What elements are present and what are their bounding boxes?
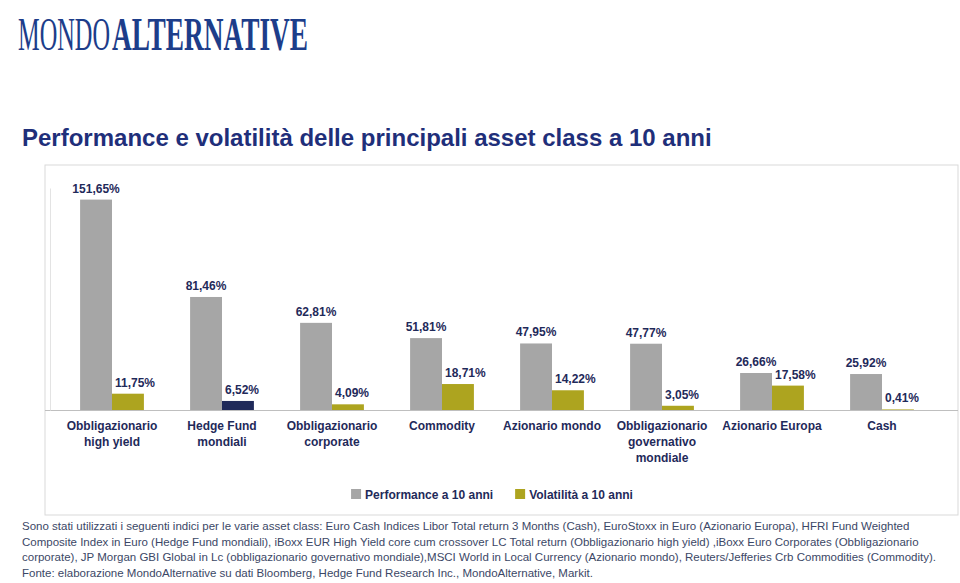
x-tick-label: Hedge Fund mondiali [187,419,256,449]
x-tick: Azionario Europa [722,419,822,433]
data-labels: 151,65% 81,46% 62,81% 51,81% 47,95% 47,77% 26,… [72,182,919,406]
legend-item: Volatilità a 10 anni [515,488,633,502]
data-label: 47,77% [626,326,667,340]
bar [772,386,804,410]
chart-title: Performance e volatilità delle principal… [22,124,712,151]
bar [850,374,882,410]
data-label: 62,81% [296,305,337,319]
bar [332,404,364,410]
x-tick-label-line: corporate [304,435,360,449]
legend-item: Performance a 10 anni [351,488,493,502]
bars [80,200,914,410]
bar [662,406,694,410]
x-tick-label-line: Azionario Europa [722,419,822,433]
data-label: 26,66% [736,355,777,369]
x-tick: Cash [867,419,896,433]
x-tick-label-line: high yield [84,435,140,449]
bar [112,394,144,410]
x-tick-label: Obbligazionario governativo mondiale [617,419,708,465]
bar [80,200,112,410]
footnote-line: corporate), JP Morgan GBI Global in Lc (… [22,551,936,563]
bar [300,323,332,410]
footnote: Sono stati utilizzati i seguenti indici … [22,520,936,563]
bar [442,384,474,410]
x-tick-label: Obbligazionario corporate [287,419,378,449]
x-tick-label: Azionario mondo [503,419,601,433]
bar [552,390,584,410]
x-axis: Obbligazionario high yield Hedge Fund mondi… [45,411,958,466]
legend-label: Volatilità a 10 anni [529,488,633,502]
bar [410,338,442,410]
footnote-line: Composite Index in Euro (Hedge Fund mond… [22,536,919,548]
x-tick: Obbligazionario corporate [287,419,378,449]
bar [630,344,662,410]
data-label: 14,22% [555,372,596,386]
bar [740,373,772,410]
x-tick-label-line: Hedge Fund [187,419,256,433]
x-tick-label-line: Cash [867,419,896,433]
data-label: 0,41% [885,391,919,405]
x-tick-label-line: mondiale [636,451,689,465]
legend-swatch [351,489,361,499]
x-tick: Obbligazionario governativo mondiale [617,419,708,465]
x-tick: Commodity [409,419,475,433]
x-tick-label-line: Obbligazionario [617,419,708,433]
data-label: 47,95% [516,325,557,339]
data-label: 17,58% [775,368,816,382]
logo-text: ALTERNATIVE [112,9,308,60]
x-tick-label-line: governativo [628,435,696,449]
logo-text: MONDO [18,9,110,60]
x-tick: Hedge Fund mondiali [187,419,256,449]
x-tick-label: Cash [867,419,896,433]
legend: Performance a 10 anni Volatilità a 10 ann… [351,488,633,502]
data-label: 151,65% [72,182,120,196]
x-tick-label: Azionario Europa [722,419,822,433]
data-label: 4,09% [335,386,369,400]
x-tick-label-line: Obbligazionario [67,419,158,433]
data-label: 6,52% [225,383,259,397]
bar-series [80,200,882,410]
legend-swatch [515,489,525,499]
data-label: 25,92% [846,356,887,370]
x-tick-label-line: Azionario mondo [503,419,601,433]
source-note: Fonte: elaborazione MondoAlternative su … [22,567,593,579]
bar [190,297,222,410]
data-label: 51,81% [406,320,447,334]
footnote-line: Sono stati utilizzati i seguenti indici … [22,520,909,532]
x-tick-label: Obbligazionario high yield [67,419,158,449]
chart-root: MONDOALTERNATIVE Performance e volatilità… [0,0,960,583]
x-tick-label: Commodity [409,419,475,433]
y-axis [50,189,51,411]
x-tick: Azionario mondo [503,419,601,433]
bar [882,409,914,410]
x-tick-label-line: Obbligazionario [287,419,378,433]
bar [222,401,254,410]
x-axis-line [45,410,958,411]
x-tick-label-line: Commodity [409,419,475,433]
data-label: 3,05% [665,388,699,402]
x-tick-label-line: mondiali [197,435,246,449]
footnotes: Sono stati utilizzati i seguenti indici … [22,520,936,579]
x-tick: Obbligazionario high yield [67,419,158,449]
data-label: 18,71% [445,366,486,380]
bar [520,343,552,410]
legend-label: Performance a 10 anni [365,488,493,502]
data-label: 11,75% [115,376,155,390]
y-axis-line [50,189,51,411]
chart-frame [45,165,958,515]
data-label: 81,46% [186,279,227,293]
